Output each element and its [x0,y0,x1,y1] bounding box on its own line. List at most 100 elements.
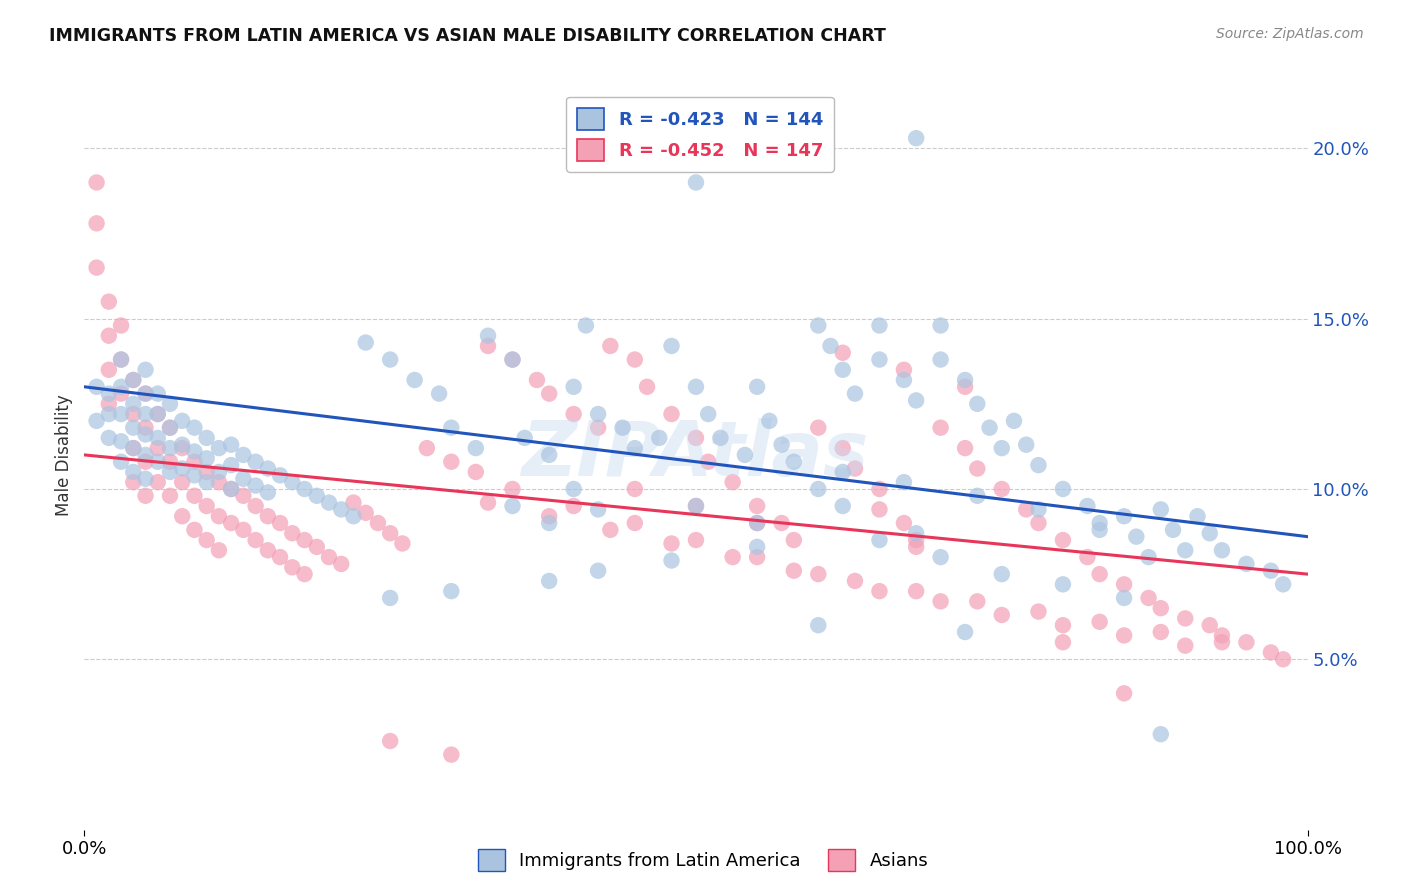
Point [122,465,145,479]
Point [440,747,463,762]
Point [195,465,218,479]
Point [380,591,402,605]
Point [979,420,1001,434]
Point [183,489,205,503]
Point [905,540,928,554]
Point [1198,618,1220,632]
Point [929,352,952,367]
Point [257,485,280,500]
Point [305,489,328,503]
Point [1114,509,1136,524]
Point [245,499,267,513]
Point [1137,550,1160,565]
Point [869,482,891,496]
Point [208,441,231,455]
Point [831,441,853,455]
Point [562,380,585,394]
Point [146,407,169,421]
Point [1088,523,1111,537]
Point [1052,482,1074,496]
Point [219,458,242,472]
Point [1211,635,1233,649]
Point [831,465,853,479]
Point [697,455,720,469]
Point [135,407,157,421]
Point [734,448,756,462]
Point [97,294,120,309]
Point [159,397,181,411]
Point [172,475,194,490]
Point [929,318,952,333]
Point [1272,652,1295,666]
Point [538,448,561,462]
Point [685,533,707,547]
Point [232,472,254,486]
Point [1174,639,1197,653]
Point [1114,628,1136,642]
Point [1088,516,1111,530]
Point [318,550,340,565]
Point [257,509,280,524]
Point [562,482,585,496]
Point [330,557,353,571]
Point [807,618,830,632]
Point [685,499,707,513]
Point [586,420,609,434]
Point [330,502,353,516]
Point [586,502,609,516]
Point [1236,557,1258,571]
Point [110,380,132,394]
Point [172,438,194,452]
Point [831,345,853,359]
Point [135,455,157,469]
Point [929,594,952,608]
Point [844,461,866,475]
Point [893,373,915,387]
Point [624,482,647,496]
Point [269,550,291,565]
Point [195,499,218,513]
Point [195,475,218,490]
Point [135,386,157,401]
Point [135,386,157,401]
Y-axis label: Male Disability: Male Disability [55,394,73,516]
Point [172,414,194,428]
Point [1052,577,1074,591]
Point [1028,605,1050,619]
Point [538,509,561,524]
Point [893,516,915,530]
Point [281,475,304,490]
Point [135,420,157,434]
Point [624,516,647,530]
Point [86,216,108,230]
Point [953,625,976,640]
Point [599,339,621,353]
Point [380,526,402,541]
Point [1260,645,1282,659]
Point [1028,502,1050,516]
Point [869,318,891,333]
Point [97,363,120,377]
Point [110,386,132,401]
Point [502,352,524,367]
Point [427,386,450,401]
Point [146,386,169,401]
Point [146,407,169,421]
Point [783,564,806,578]
Point [820,339,842,353]
Point [624,441,647,455]
Point [747,499,769,513]
Point [709,431,731,445]
Point [208,543,231,558]
Point [869,352,891,367]
Point [440,584,463,599]
Point [747,540,769,554]
Point [354,506,377,520]
Point [183,444,205,458]
Point [1052,635,1074,649]
Point [159,420,181,434]
Point [636,380,658,394]
Point [905,131,928,145]
Point [122,420,145,434]
Point [1015,502,1038,516]
